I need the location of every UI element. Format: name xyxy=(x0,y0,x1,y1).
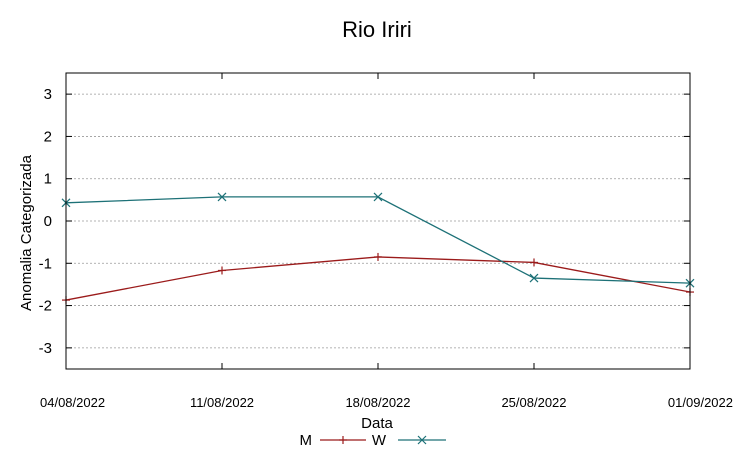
data-point xyxy=(217,192,227,202)
y-tick-label: 1 xyxy=(44,171,52,188)
x-tick-label: 04/08/2022 xyxy=(40,395,105,410)
series-layer xyxy=(61,192,695,305)
chart-title: Rio Iriri xyxy=(342,17,412,42)
legend-label: W xyxy=(372,432,387,449)
grid xyxy=(66,93,690,349)
data-point xyxy=(374,252,382,261)
y-tick-label: 3 xyxy=(44,86,52,103)
data-point xyxy=(530,258,538,267)
y-tick-label: -1 xyxy=(39,255,52,272)
legend-marker xyxy=(417,435,427,445)
x-tick-label: 01/09/2022 xyxy=(668,395,733,410)
y-tick-label: -3 xyxy=(39,340,52,357)
x-axis-label: Data xyxy=(361,415,393,432)
y-tick-label: 0 xyxy=(44,213,52,230)
data-point xyxy=(373,192,383,202)
y-axis-ticks: 3 2 1 0 -1 -2 -3 xyxy=(39,86,690,357)
legend-item-m: M xyxy=(300,432,366,449)
x-tick-label: 25/08/2022 xyxy=(501,395,566,410)
legend-marker xyxy=(339,436,347,444)
legend-label: M xyxy=(300,432,313,449)
data-point xyxy=(529,273,539,283)
y-tick-label: -2 xyxy=(39,298,52,315)
series-line xyxy=(65,196,691,284)
x-tick-label: 11/08/2022 xyxy=(190,395,254,410)
legend-item-w: W xyxy=(372,432,446,449)
series-m xyxy=(62,252,694,305)
series-w xyxy=(61,192,695,288)
x-tick-label: 18/08/2022 xyxy=(345,395,410,410)
y-axis-label: Anomalia Categorizada xyxy=(18,154,35,311)
data-point xyxy=(218,266,226,275)
y-tick-label: 2 xyxy=(44,128,52,145)
x-axis-ticks: 04/08/2022 11/08/2022 18/08/2022 25/08/2022… xyxy=(40,73,733,410)
